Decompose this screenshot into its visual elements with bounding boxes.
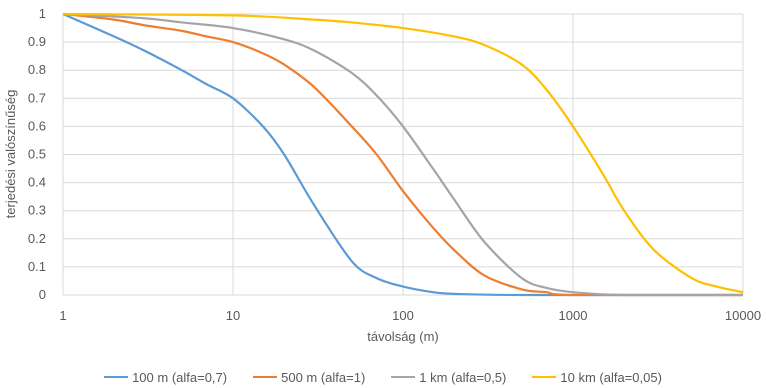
grid xyxy=(62,13,744,296)
legend: 100 m (alfa=0,7) 500 m (alfa=1) 1 km (alfa… xyxy=(0,368,766,386)
legend-label: 500 m (alfa=1) xyxy=(281,369,366,385)
series-line-4 xyxy=(62,12,744,294)
legend-label: 1 km (alfa=0,5) xyxy=(419,369,507,385)
legend-swatch xyxy=(104,376,129,378)
legend-item: 10 km (alfa=0,05) xyxy=(532,368,662,386)
y-tick-label: 0.2 xyxy=(28,231,46,246)
legend-swatch xyxy=(532,376,557,378)
series-line-2 xyxy=(62,12,743,297)
y-tick-label: 0.6 xyxy=(28,118,46,133)
x-tick-label: 100 xyxy=(392,308,414,323)
y-tick-label: 0 xyxy=(39,287,46,302)
tick-labels: 0 0.1 0.2 0.3 0.4 0.5 0.6 0.7 0.8 0.9 1 1 10 100 1000 1… xyxy=(28,6,761,323)
legend-swatch xyxy=(391,376,416,378)
x-tick-label: 10000 xyxy=(725,308,761,323)
series-line-1 xyxy=(62,12,743,297)
legend-item: 1 km (alfa=0,5) xyxy=(391,368,506,386)
legend-label: 100 m (alfa=0,7) xyxy=(132,369,228,385)
legend-swatch xyxy=(253,376,278,378)
legend-item: 500 m (alfa=1) xyxy=(253,368,365,386)
y-tick-label: 0.8 xyxy=(28,62,46,77)
y-tick-label: 0.1 xyxy=(28,259,46,274)
x-axis-label: távolság (m) xyxy=(367,329,439,344)
y-tick-label: 1 xyxy=(39,6,46,21)
y-tick-label: 0.7 xyxy=(28,90,46,105)
legend-item: 100 m (alfa=0,7) xyxy=(104,368,227,386)
y-tick-label: 0.4 xyxy=(28,175,46,190)
y-tick-label: 0.3 xyxy=(28,203,46,218)
x-tick-label: 1 xyxy=(59,308,66,323)
y-tick-label: 0.9 xyxy=(28,34,46,49)
series-line-3 xyxy=(62,12,743,297)
x-tick-label: 10 xyxy=(226,308,240,323)
series-lines xyxy=(62,12,744,297)
y-axis-label: terjedési valószínűség xyxy=(3,90,18,219)
legend-label: 10 km (alfa=0,05) xyxy=(560,369,662,385)
y-tick-label: 0.5 xyxy=(28,147,46,162)
x-tick-label: 1000 xyxy=(559,308,588,323)
